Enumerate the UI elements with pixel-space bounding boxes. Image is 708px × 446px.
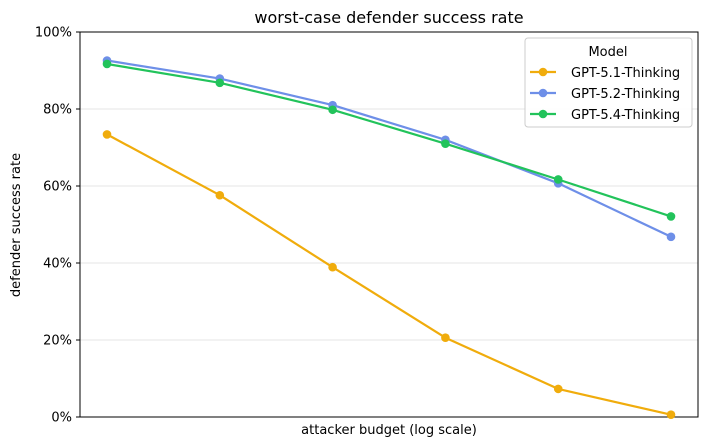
data-point [441, 139, 450, 148]
legend-box [524, 37, 693, 128]
chart-title: worst-case defender success rate [254, 8, 523, 27]
legend-marker [538, 88, 548, 98]
series-line [106, 133, 672, 416]
series-layer [102, 56, 676, 419]
y-axis: 0% 20% 40% 60% 80% 100% [35, 26, 80, 426]
legend-label: GPT-5.4-Thinking [571, 108, 680, 123]
data-point [666, 232, 676, 242]
y-tick-label: 60% [43, 180, 72, 195]
series-gpt-5-4-thinking [102, 59, 676, 221]
legend-item: GPT-5.1-Thinking [530, 66, 680, 81]
data-point [553, 175, 563, 184]
data-point [215, 190, 225, 200]
data-point [441, 333, 450, 342]
legend-label: GPT-5.1-Thinking [571, 66, 680, 81]
plot-frame [79, 31, 699, 418]
data-point [666, 212, 676, 221]
data-point [102, 130, 112, 139]
legend-label: GPT-5.2-Thinking [571, 87, 680, 102]
y-tick-label: 80% [43, 103, 72, 118]
legend-marker [538, 109, 548, 119]
legend-item: GPT-5.2-Thinking [530, 87, 680, 102]
data-point [328, 262, 337, 272]
y-tick-label: 0% [51, 411, 72, 426]
series-gpt-5-1-thinking [102, 130, 676, 419]
y-tick-label: 40% [43, 257, 72, 272]
y-tick-label: 20% [43, 334, 72, 349]
series-line [106, 62, 672, 218]
legend: Model GPT-5.1-Thinking GPT-5.2-Thinking GP… [524, 37, 693, 128]
data-point [102, 59, 112, 69]
x-axis-label: attacker budget (log scale) [301, 423, 477, 438]
data-point [553, 384, 563, 394]
series-line [106, 59, 672, 238]
gridlines [80, 108, 698, 341]
data-point [666, 410, 676, 419]
data-point [215, 78, 225, 88]
y-axis-label: defender success rate [9, 153, 24, 297]
legend-marker [538, 67, 548, 77]
legend-title: Model [588, 45, 627, 60]
y-tick-label: 100% [35, 26, 72, 41]
legend-item: GPT-5.4-Thinking [530, 108, 680, 123]
data-point [328, 105, 337, 115]
